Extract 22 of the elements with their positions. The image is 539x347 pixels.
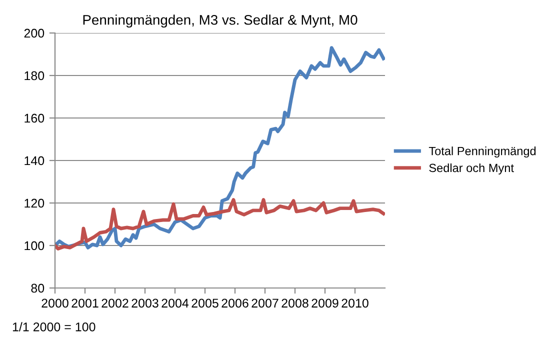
x-tick-label: 2007 <box>252 298 278 308</box>
x-tick-label: 2001 <box>72 298 98 308</box>
y-tick-label: 140 <box>24 156 44 166</box>
y-tick-label: 160 <box>24 114 44 123</box>
x-tick-label: 2003 <box>132 298 158 308</box>
x-tick-label: 2002 <box>102 298 128 308</box>
x-tick-label: 2009 <box>312 298 338 308</box>
x-tick-label: 2004 <box>162 298 189 308</box>
y-tick-label: 100 <box>24 241 44 250</box>
x-tick-label: 2006 <box>222 298 248 308</box>
y-tick-label: 80 <box>31 284 44 293</box>
text: 1/1 2000 = 100 <box>12 322 96 332</box>
y-tick-label: 200 <box>24 28 44 38</box>
legend-label: Total Penningmängd <box>428 146 536 158</box>
y-tick-label: 180 <box>24 71 44 80</box>
legend-label: Sedlar och Mynt <box>429 163 514 174</box>
y-tick-label: 120 <box>24 198 44 208</box>
x-tick-label: 2010 <box>342 298 368 308</box>
chart-title: Penningmängden, M3 vs. Sedlar & Mynt, M0 <box>83 14 358 28</box>
x-tick-label: 2005 <box>192 298 218 308</box>
x-tick-label: 2008 <box>282 298 308 308</box>
x-tick-label: 2000 <box>42 298 68 308</box>
